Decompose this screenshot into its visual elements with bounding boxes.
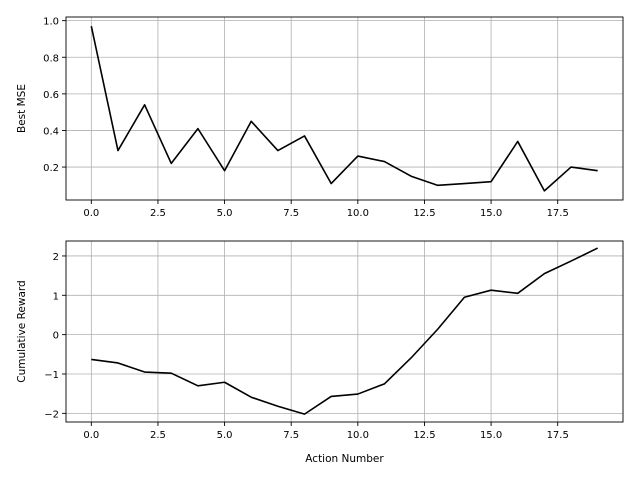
reward-x-tick-label: 2.5 <box>150 430 166 441</box>
mse-y-tick-label: 0.8 <box>43 53 59 64</box>
mse-y-tick-label: 0.6 <box>43 90 59 101</box>
reward-y-tick-label: 2 <box>53 252 59 263</box>
mse-y-tick-label: 0.4 <box>43 126 59 137</box>
mse-subplot: 0.0 2.5 5.0 7.5 10.0 12.5 15.0 17.5 0.2 0.4 0.6 0.8… <box>16 17 623 219</box>
mse-y-tick-label: 1.0 <box>43 17 59 28</box>
reward-x-tick-label: 0.0 <box>83 430 99 441</box>
mse-y-axis-label: Best MSE <box>16 84 28 133</box>
mse-x-tick-label: 15.0 <box>480 208 502 219</box>
reward-y-tick-label: 0 <box>53 331 59 342</box>
reward-y-tick-label: 1 <box>53 291 59 302</box>
mse-x-tick-label: 17.5 <box>547 208 569 219</box>
mse-x-tick-label: 5.0 <box>217 208 233 219</box>
reward-x-tick-label: 15.0 <box>480 430 502 441</box>
reward-y-tick-label: −2 <box>44 409 59 420</box>
reward-x-tick-label: 10.0 <box>347 430 369 441</box>
mse-axes-frame <box>66 17 623 200</box>
reward-y-tick-label: −1 <box>44 370 59 381</box>
reward-x-tick-label: 17.5 <box>547 430 569 441</box>
mse-x-tick-label: 10.0 <box>347 208 369 219</box>
reward-x-tick-label: 12.5 <box>413 430 435 441</box>
mse-y-tick-label: 0.2 <box>43 163 59 174</box>
reward-series-line <box>91 248 597 414</box>
mse-x-tick-label: 7.5 <box>283 208 299 219</box>
reward-x-axis-label: Action Number <box>305 453 384 465</box>
reward-y-axis-label: Cumulative Reward <box>16 280 28 382</box>
reward-x-tick-label: 7.5 <box>283 430 299 441</box>
mse-x-tick-label: 0.0 <box>83 208 99 219</box>
reward-subplot: 0.0 2.5 5.0 7.5 10.0 12.5 15.0 17.5 −2 −1 0 1 2 Cumul… <box>16 241 623 465</box>
mse-x-tick-label: 2.5 <box>150 208 166 219</box>
mse-series-line <box>91 26 597 191</box>
mse-x-tick-label: 12.5 <box>413 208 435 219</box>
reward-x-tick-label: 5.0 <box>217 430 233 441</box>
